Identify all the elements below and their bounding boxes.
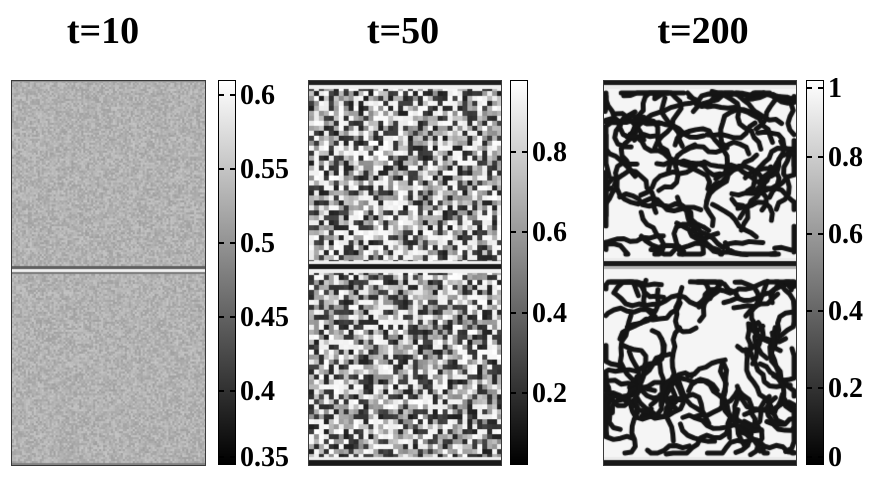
colorbar-tick-label: 0.55 [240, 153, 289, 185]
colorbar-tick [219, 93, 224, 96]
colorbar-tick [807, 156, 812, 158]
colorbar-tick [818, 456, 823, 458]
colorbar-tick-label: 0.6 [240, 79, 275, 111]
colorbar-tick [818, 387, 823, 389]
colorbar-tick [230, 389, 235, 392]
colorbar-tick [219, 241, 224, 244]
colorbar-tick-label: 0.2 [532, 377, 567, 409]
colorbar-tick [511, 151, 516, 154]
colorbar-t50 [510, 80, 528, 465]
colorbar-tick [230, 241, 235, 244]
colorbar-t10 [218, 80, 236, 465]
colorbar-tick [818, 156, 823, 158]
colorbar-t200 [806, 80, 824, 465]
colorbar-tick-label: 0.8 [828, 142, 863, 173]
pattern-canvas-t10 [12, 81, 205, 465]
field-image-t50 [308, 80, 502, 466]
colorbar-tick-label: 0.35 [240, 442, 289, 473]
colorbar-tick [219, 315, 224, 318]
colorbar-tick [230, 315, 235, 318]
colorbar-tick [219, 456, 224, 458]
colorbar-tick [818, 87, 823, 89]
panel-title-t10: t=10 [66, 10, 140, 52]
colorbar-tick [807, 310, 812, 312]
colorbar-tick-label: 0.4 [240, 375, 275, 407]
colorbar-tick [511, 231, 516, 234]
colorbar-tick [807, 387, 812, 389]
pattern-canvas-t200 [604, 81, 796, 465]
colorbar-tick [522, 311, 527, 314]
colorbar-tick-label: 0.6 [532, 217, 567, 249]
colorbar-tick-label: 0 [828, 442, 842, 473]
colorbar-tick [522, 151, 527, 154]
colorbar-tick [807, 87, 812, 89]
colorbar-tick [522, 231, 527, 234]
colorbar-tick [230, 167, 235, 170]
panel-title-t200: t=200 [657, 10, 749, 52]
colorbar-tick [230, 93, 235, 96]
colorbar-tick [807, 233, 812, 235]
panel-title-t50: t=50 [366, 10, 440, 52]
field-image-t200 [603, 80, 797, 466]
colorbar-tick [511, 391, 516, 394]
colorbar-tick-label: 1 [828, 73, 842, 104]
colorbar-tick [219, 389, 224, 392]
colorbar-tick [818, 233, 823, 235]
colorbar-tick-label: 0.5 [240, 227, 275, 259]
colorbar-tick [807, 456, 812, 458]
colorbar-tick [511, 311, 516, 314]
colorbar-tick-label: 0.6 [828, 219, 863, 250]
colorbar-tick [522, 391, 527, 394]
colorbar-tick-label: 0.45 [240, 301, 289, 333]
colorbar-tick [230, 456, 235, 458]
colorbar-tick-label: 0.4 [532, 297, 567, 329]
colorbar-tick-label: 0.2 [828, 373, 863, 404]
colorbar-tick-label: 0.8 [532, 137, 567, 169]
pattern-canvas-t50 [309, 81, 501, 465]
colorbar-tick [219, 167, 224, 170]
colorbar-tick-label: 0.4 [828, 296, 863, 327]
colorbar-tick [818, 310, 823, 312]
field-image-t10 [11, 80, 206, 466]
